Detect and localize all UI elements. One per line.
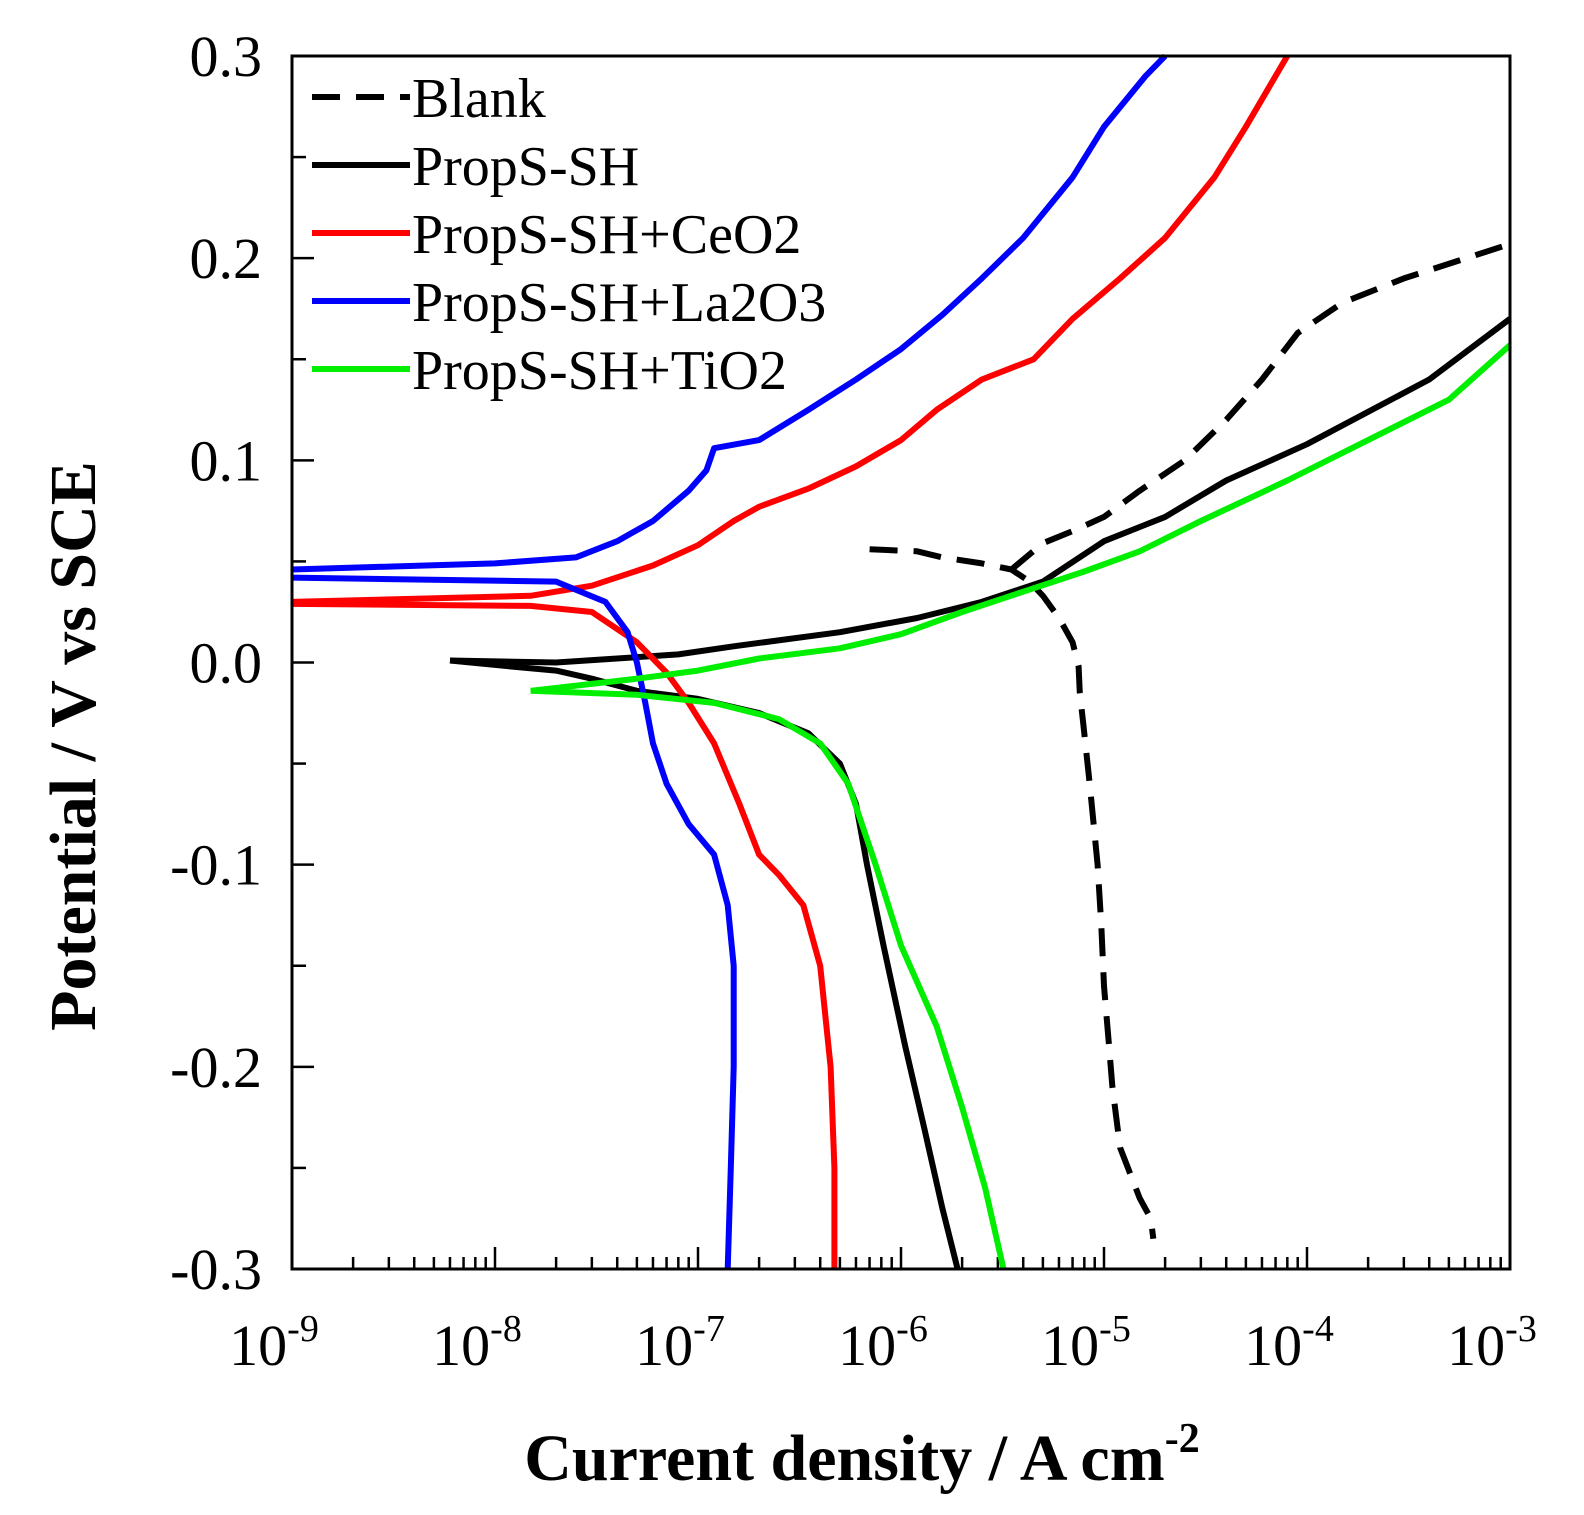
legend-label: Blank: [412, 68, 546, 130]
x-tick-label: 10-8: [432, 1308, 522, 1378]
legend-label: PropS-SH+TiO2: [412, 340, 787, 402]
series-line-0-anodic: [1009, 241, 1511, 572]
legend-label: PropS-SH: [412, 136, 639, 198]
y-tick-label: -0.3: [170, 1237, 262, 1302]
x-tick-label: 10-5: [1041, 1308, 1131, 1378]
x-axis-label-exponent: -2: [1165, 1416, 1200, 1462]
y-tick-label: -0.1: [170, 833, 262, 898]
x-tick-label: 10-4: [1244, 1308, 1334, 1378]
legend-label: PropS-SH+CeO2: [412, 204, 801, 266]
tick-labels: 0.3 0.2 0.1 0.0 -0.1 -0.2 -0.310-9 10-8 10-7 10-6…: [170, 24, 1537, 1378]
x-tick-label: 10-3: [1447, 1308, 1537, 1378]
y-axis-label: Potential / V vs SCE: [37, 461, 110, 1031]
y-tick-label: 0.2: [190, 226, 263, 291]
legend: BlankPropS-SHPropS-SH+CeO2PropS-SH+La2O3…: [312, 68, 826, 402]
y-tick-label: 0.0: [190, 631, 263, 696]
x-axis-label-text: Current density / A cm: [524, 1422, 1164, 1495]
y-tick-label: 0.1: [190, 428, 263, 493]
x-tick-label: 10-9: [229, 1308, 319, 1378]
series-line-3-anodic: [291, 53, 1168, 573]
series-line-4-cathodic: [530, 687, 1007, 1270]
plot-frame: [290, 54, 1512, 1271]
series-line-2-cathodic: [291, 600, 838, 1269]
series-line-1-anodic: [449, 316, 1512, 666]
series-layer: [291, 53, 1512, 1270]
series-line-0-cathodic: [869, 546, 1157, 1240]
series-line-4-anodic: [530, 342, 1512, 694]
x-axis-label: Current density / A cm-2: [524, 1416, 1199, 1495]
y-tick-label: 0.3: [190, 24, 263, 89]
series-line-2-anodic: [291, 54, 1290, 605]
x-tick-label: 10-7: [635, 1308, 725, 1378]
legend-label: PropS-SH+La2O3: [412, 272, 826, 334]
x-tick-label: 10-6: [838, 1308, 928, 1378]
y-tick-label: -0.2: [170, 1035, 262, 1100]
series-line-3-cathodic: [291, 574, 737, 1270]
